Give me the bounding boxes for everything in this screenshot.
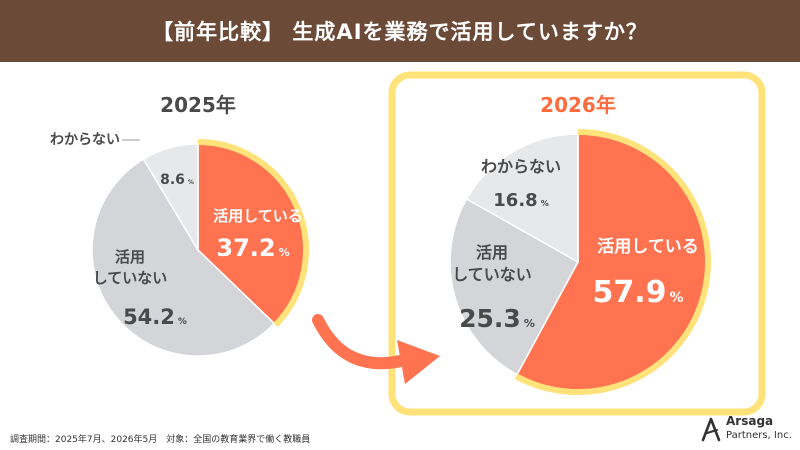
slice-2026-unknown-label: わからない: [481, 157, 561, 176]
survey-footnote: 調査期間：2025年7月、2026年5月 対象：全国の教育業界で働く教職員: [10, 435, 311, 445]
slice-2026-using-value: 57.9%: [592, 275, 683, 310]
page-title: 【前年比較】 生成AIを業務で活用していますか？: [152, 20, 648, 44]
brand-subtitle: Partners, Inc.: [726, 430, 792, 441]
brand-name: Arsaga: [726, 414, 774, 428]
pie-slice-2026-not-using: [449, 197, 580, 376]
slice-2025-not-using-label-line-2: していない: [93, 269, 168, 287]
chart-title-2025: 2025年: [160, 93, 236, 117]
pie-slice-2025-unknown: [142, 143, 199, 253]
slice-2026-not-using-label-line-2: していない: [452, 265, 532, 284]
brand-mark-icon: [701, 417, 721, 442]
slice-2025-using-label: 活用している: [213, 207, 303, 225]
pie-slice-2025-not-using: [91, 158, 276, 357]
trend-arrow-head: [397, 340, 440, 384]
slice-2025-unknown-label: わからない: [50, 132, 120, 148]
slice-2026-not-using-value: 25.3%: [459, 304, 535, 333]
slice-2026-using-label: 活用している: [597, 236, 699, 257]
slice-2025-not-using-value: 54.2%: [123, 305, 187, 329]
trend-arrow-shaft: [312, 314, 411, 370]
slice-2025-not-using-label-line-1: 活用: [115, 248, 145, 266]
slice-2026-not-using-label-line-1: 活用: [476, 243, 508, 262]
header-bar: 【前年比較】 生成AIを業務で活用していますか？: [0, 0, 800, 62]
brand-logo: Arsaga Partners, Inc.: [700, 412, 796, 446]
pie-highlight-arc-2026: [514, 129, 711, 395]
slice-2025-unknown-value: 8.6%: [160, 172, 194, 188]
pie-highlight-arc-2025: [197, 139, 309, 327]
slice-2025-using-value: 37.2%: [216, 234, 289, 262]
chart-title-2026: 2026年: [540, 93, 616, 117]
pie-slice-2026-unknown: [465, 133, 579, 264]
slice-2026-unknown-value: 16.8%: [493, 190, 548, 211]
